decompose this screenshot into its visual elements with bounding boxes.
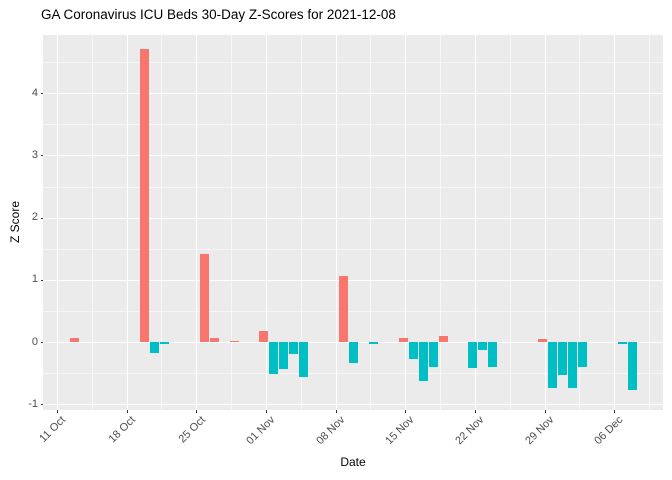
- gridline-v-minor: [370, 35, 372, 410]
- gridline-h-minor: [43, 310, 663, 312]
- gridline-v-minor: [649, 35, 651, 410]
- bar: [567, 342, 577, 389]
- x-tick-label-text: 22 Nov: [453, 414, 487, 448]
- bar: [418, 342, 428, 382]
- x-tick-mark: [335, 410, 337, 413]
- bar: [159, 342, 169, 345]
- gridline-v-major: [57, 35, 58, 410]
- x-tick-label-text: 06 Dec: [592, 414, 626, 448]
- bar: [368, 342, 378, 344]
- x-tick-label-text: 08 Nov: [313, 414, 348, 448]
- bar: [209, 337, 219, 342]
- bar: [339, 276, 349, 342]
- x-tick-label-text: 18 Oct: [106, 414, 139, 446]
- x-tick-label-text: 11 Oct: [37, 414, 69, 445]
- bar: [279, 342, 289, 370]
- bar: [428, 342, 438, 367]
- gridline-v-minor: [231, 35, 233, 410]
- gridline-v-minor: [509, 35, 511, 410]
- bar: [229, 340, 239, 342]
- gridline-v-major: [196, 35, 198, 410]
- gridline-v-minor: [91, 35, 93, 410]
- x-tick-mark: [614, 410, 616, 413]
- y-tick-mark: [40, 155, 43, 157]
- y-tick-mark: [40, 217, 43, 219]
- bar: [577, 342, 587, 367]
- gridline-v-major: [405, 35, 407, 410]
- gridline-v-major: [474, 35, 476, 410]
- gridline-h-minor: [43, 62, 663, 64]
- bar: [140, 49, 150, 342]
- gridline-v-major: [126, 35, 128, 410]
- x-tick-label-text: 25 Oct: [176, 414, 208, 446]
- gridline-v-major: [614, 35, 616, 410]
- gridline-v-minor: [579, 35, 581, 410]
- gridline-h-major: [43, 404, 663, 406]
- x-tick-label-text: 29 Nov: [522, 414, 557, 448]
- x-tick-mark: [126, 410, 128, 413]
- x-tick-mark: [265, 410, 267, 413]
- gridline-v-major: [544, 35, 546, 410]
- gridline-h-major: [43, 93, 663, 95]
- bar: [299, 342, 309, 378]
- bar: [70, 337, 80, 342]
- bar: [269, 342, 279, 374]
- x-tick-label-text: 01 Nov: [244, 414, 278, 448]
- bar: [468, 342, 478, 369]
- gridline-h-major: [43, 279, 663, 281]
- gridline-h-minor: [43, 124, 663, 126]
- gridline-h-minor: [43, 186, 663, 188]
- bar: [199, 253, 209, 342]
- bar: [548, 342, 557, 389]
- bar: [538, 338, 548, 342]
- bar: [438, 335, 448, 342]
- gridline-v-minor: [440, 35, 442, 410]
- bar: [259, 330, 269, 342]
- y-tick-label: 4: [31, 86, 38, 99]
- gridline-h-minor: [43, 373, 663, 375]
- x-tick-mark: [474, 410, 476, 413]
- gridline-v-major: [265, 35, 267, 410]
- gridline-h-minor: [43, 248, 663, 250]
- y-tick-mark: [40, 279, 43, 281]
- bar: [557, 342, 567, 375]
- x-tick-mark: [544, 410, 546, 413]
- bar: [150, 342, 159, 354]
- bar: [398, 338, 408, 342]
- bar: [627, 342, 637, 390]
- y-tick-label: 3: [31, 148, 38, 161]
- gridline-v-major: [335, 35, 337, 410]
- x-tick-mark: [196, 410, 198, 413]
- plot-panel: [43, 35, 663, 410]
- x-tick-mark: [405, 410, 407, 413]
- y-tick-mark: [40, 93, 43, 95]
- y-tick-mark: [40, 342, 43, 343]
- bar: [349, 342, 358, 363]
- y-tick-mark: [40, 404, 43, 406]
- x-tick-label-text: 15 Nov: [383, 414, 417, 448]
- bar: [478, 342, 488, 351]
- y-tick-label: 2: [31, 211, 38, 224]
- x-axis-title: Date: [340, 455, 366, 469]
- y-tick-label: 1: [31, 273, 38, 286]
- gridline-h-major: [43, 155, 663, 157]
- y-tick-label: 0: [31, 335, 38, 348]
- chart-title: GA Coronavirus ICU Beds 30-Day Z-Scores …: [41, 7, 396, 22]
- bar: [289, 342, 299, 355]
- bar: [488, 342, 498, 367]
- gridline-v-minor: [161, 35, 163, 410]
- y-tick-label: -1: [28, 397, 38, 410]
- gridline-h-major: [43, 217, 663, 219]
- x-tick-mark: [57, 410, 58, 413]
- bar: [408, 342, 418, 360]
- y-axis-title: Z Score: [8, 200, 22, 244]
- gridline-v-minor: [300, 35, 302, 410]
- bar: [617, 342, 627, 344]
